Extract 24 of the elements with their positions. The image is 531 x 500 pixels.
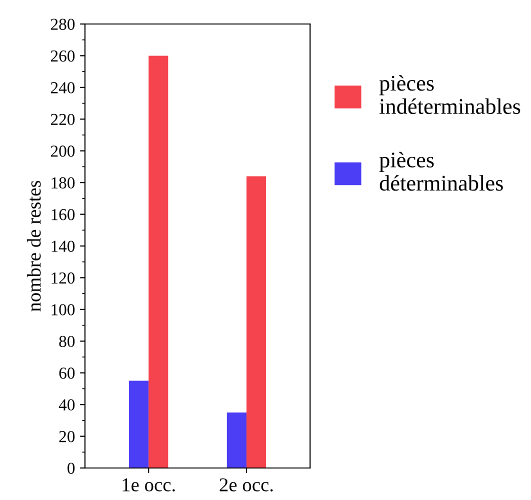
y-tick-label: 180 (52, 177, 75, 189)
y-tick-label: 260 (50, 50, 75, 62)
y-axis-title: nombre de restes (27, 180, 41, 312)
y-tick-label: 160 (52, 208, 75, 220)
y-tick-label: 200 (50, 146, 75, 157)
bar (129, 380, 149, 468)
x-tick-label: 2e occ. (220, 478, 273, 492)
y-tick-label: 40 (58, 399, 75, 411)
y-tick-label: 20 (59, 430, 75, 442)
x-tick-label: 1e occ. (122, 478, 175, 492)
legend-label: pièces indéterminables (379, 75, 520, 114)
bar (226, 412, 246, 468)
y-tick-label: 60 (59, 368, 75, 379)
bar (148, 56, 168, 468)
y-tick-label: 80 (59, 336, 75, 348)
y-tick-label: 140 (52, 240, 75, 252)
legend-label: pièces déterminables (379, 152, 503, 191)
bar (246, 176, 266, 468)
y-tick-label: 120 (52, 272, 75, 284)
y-tick-label: 240 (50, 82, 75, 94)
y-tick-label: 0 (68, 462, 75, 474)
y-tick-label: 280 (50, 18, 75, 30)
y-tick-label: 220 (50, 114, 75, 126)
y-tick-label: 100 (52, 304, 75, 316)
